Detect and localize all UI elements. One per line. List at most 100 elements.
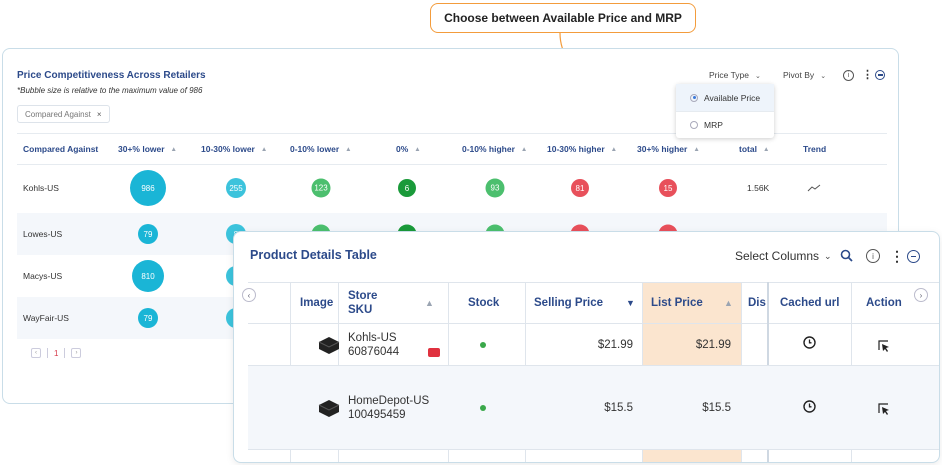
- bubble[interactable]: 6: [398, 179, 416, 197]
- more-options-icon[interactable]: ⋮: [862, 69, 873, 81]
- pointer-action-icon[interactable]: [878, 340, 891, 353]
- compared-against-chip[interactable]: Compared Against ×: [17, 105, 110, 123]
- table-row: HomeDepot-US 100495459 $15.5 $15.5: [248, 366, 939, 450]
- info-icon[interactable]: i: [866, 249, 880, 263]
- panel-subtitle: *Bubble size is relative to the maximum …: [17, 86, 203, 95]
- select-columns-dropdown[interactable]: Select Columns: [735, 249, 820, 263]
- bubble[interactable]: 81: [571, 179, 589, 197]
- sort-icon: ▲: [693, 145, 700, 153]
- bubble[interactable]: 93: [485, 178, 505, 198]
- price-type-label: Price Type: [709, 70, 750, 80]
- collapse-icon[interactable]: [907, 250, 920, 263]
- table-row: Kohls-US 986 255 123 6 93 81 15 1.56K: [17, 167, 887, 209]
- callout-text: Choose between Available Price and MRP: [444, 11, 682, 25]
- radio-icon: [690, 121, 698, 129]
- prev-page-button[interactable]: ‹: [31, 348, 41, 358]
- col-stock[interactable]: Stock: [468, 297, 500, 309]
- product-details-table: Image Store SKU ▲ Stock Selling Price ▼ …: [248, 282, 939, 462]
- option-available-price[interactable]: Available Price: [676, 84, 774, 111]
- bubble[interactable]: 255: [226, 178, 246, 198]
- sort-icon: ▲: [520, 145, 528, 153]
- product-image[interactable]: [316, 334, 342, 356]
- pivot-by-dropdown[interactable]: Pivot By ⌄: [783, 70, 826, 80]
- sort-icon: ▲: [610, 145, 618, 153]
- selling-price: $15.5: [604, 401, 633, 414]
- more-options-icon[interactable]: ⋮: [890, 248, 904, 264]
- sort-icon: ▲: [414, 145, 421, 153]
- bubble[interactable]: 79: [138, 308, 158, 328]
- bubble[interactable]: 15: [659, 179, 677, 197]
- col-0-10-lower[interactable]: 0-10% lower ▲: [290, 144, 352, 154]
- store-sku-cell: Kohls-US 60876044: [348, 331, 399, 359]
- pointer-action-icon[interactable]: [878, 403, 891, 416]
- search-icon[interactable]: [840, 249, 853, 262]
- product-details-panel: Product Details Table Select Columns ⌄ i…: [233, 231, 940, 463]
- collapse-icon[interactable]: [875, 70, 885, 80]
- sku: 100495459: [348, 408, 406, 421]
- sku: 60876044: [348, 345, 400, 358]
- stock-status-dot: [480, 404, 486, 411]
- clock-icon[interactable]: [803, 336, 816, 349]
- scroll-right-button[interactable]: ›: [914, 288, 928, 302]
- col-total[interactable]: total ▲: [739, 144, 770, 154]
- col-0-10-higher[interactable]: 0-10% higher ▲: [462, 144, 528, 154]
- competitiveness-table-header: Compared Against 30+% lower ▲ 10-30% lowe…: [17, 133, 887, 165]
- retailer-name: Macys-US: [23, 271, 63, 281]
- current-page[interactable]: 1: [54, 348, 59, 358]
- bubble[interactable]: 79: [138, 224, 158, 244]
- list-price: $21.99: [695, 338, 731, 351]
- info-icon[interactable]: i: [843, 70, 854, 81]
- table-row: Kohls-US 60876044 $21.99 $21.99: [248, 324, 939, 366]
- table-header: Image Store SKU ▲ Stock Selling Price ▼ …: [248, 282, 939, 324]
- scroll-left-button[interactable]: ‹: [242, 288, 256, 302]
- chip-label: Compared Against: [25, 109, 91, 119]
- option-mrp[interactable]: MRP: [676, 111, 774, 138]
- total-value: 1.56K: [747, 183, 770, 193]
- col-image: Image: [300, 297, 334, 309]
- store-sku-cell: HomeDepot-US 100495459: [348, 394, 429, 422]
- product-image[interactable]: [316, 397, 342, 419]
- option-label: MRP: [704, 120, 723, 130]
- chevron-down-icon: ⌄: [755, 73, 761, 80]
- panel-title: Product Details Table: [250, 248, 377, 262]
- col-30-lower[interactable]: 30+% lower ▲: [118, 144, 177, 154]
- col-compared-against[interactable]: Compared Against: [23, 144, 99, 154]
- col-10-30-lower[interactable]: 10-30% lower ▲: [201, 144, 268, 154]
- col-selling-price[interactable]: Selling Price: [534, 297, 604, 309]
- col-10-30-higher[interactable]: 10-30% higher ▲: [547, 144, 618, 154]
- sort-icon[interactable]: ▲: [724, 298, 733, 308]
- stock-status-dot: [480, 341, 486, 348]
- sort-icon[interactable]: ▲: [425, 298, 434, 308]
- trend-sparkline-icon[interactable]: [807, 184, 821, 192]
- col-list-price[interactable]: List Price: [651, 297, 703, 309]
- chip-remove-icon[interactable]: ×: [96, 109, 102, 119]
- alert-pulse-icon[interactable]: [428, 348, 440, 357]
- price-type-dropdown[interactable]: Price Type ⌄: [709, 70, 761, 80]
- store-name: HomeDepot-US: [348, 394, 430, 407]
- price-type-menu: Available Price MRP: [676, 84, 774, 138]
- bubble[interactable]: 810: [132, 260, 164, 292]
- chevron-down-icon: ⌄: [820, 73, 827, 80]
- bubble[interactable]: 123: [311, 178, 331, 198]
- clock-icon[interactable]: [803, 400, 816, 413]
- col-cached-url: Cached url: [780, 297, 840, 309]
- list-price: $15.5: [702, 401, 731, 414]
- store-name: Kohls-US: [348, 331, 397, 344]
- sort-desc-icon[interactable]: ▼: [626, 298, 635, 308]
- callout-box: Choose between Available Price and MRP: [430, 3, 696, 33]
- panel-title: Price Competitiveness Across Retailers: [17, 70, 206, 81]
- chevron-down-icon[interactable]: ⌄: [824, 251, 832, 261]
- col-0[interactable]: 0% ▲: [396, 144, 421, 154]
- sort-icon: ▲: [260, 145, 268, 153]
- col-trend: Trend: [803, 144, 827, 154]
- col-discount[interactable]: Dis: [748, 297, 766, 309]
- sort-icon: ▲: [170, 145, 177, 153]
- bubble[interactable]: 986: [130, 170, 166, 206]
- retailer-name: WayFair-US: [23, 313, 69, 323]
- col-store-sku[interactable]: Store SKU: [348, 290, 378, 316]
- radio-selected-icon: [690, 93, 698, 102]
- divider: [47, 348, 48, 358]
- col-30-higher[interactable]: 30+% higher ▲: [637, 144, 700, 154]
- divider: [64, 348, 66, 358]
- next-page-button[interactable]: ›: [71, 348, 82, 358]
